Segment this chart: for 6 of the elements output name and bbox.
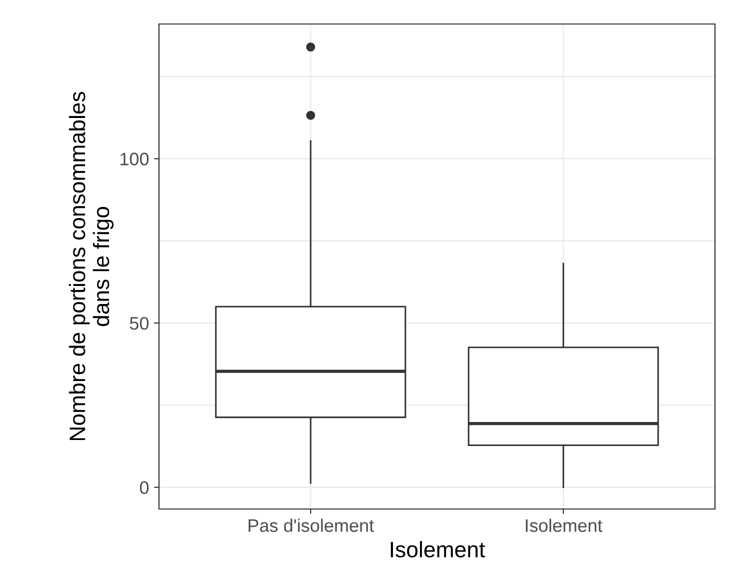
y-tick-label: 100	[120, 152, 149, 166]
x-axis-title: Isolement	[390, 541, 486, 558]
y-tick-label: 0	[140, 481, 149, 494]
x-tick-label: Pas d'isolement	[248, 518, 374, 532]
y-tick-label: 50	[130, 316, 149, 330]
y-axis-title: Nombre de portions consommables dans le frigo	[68, 92, 114, 440]
